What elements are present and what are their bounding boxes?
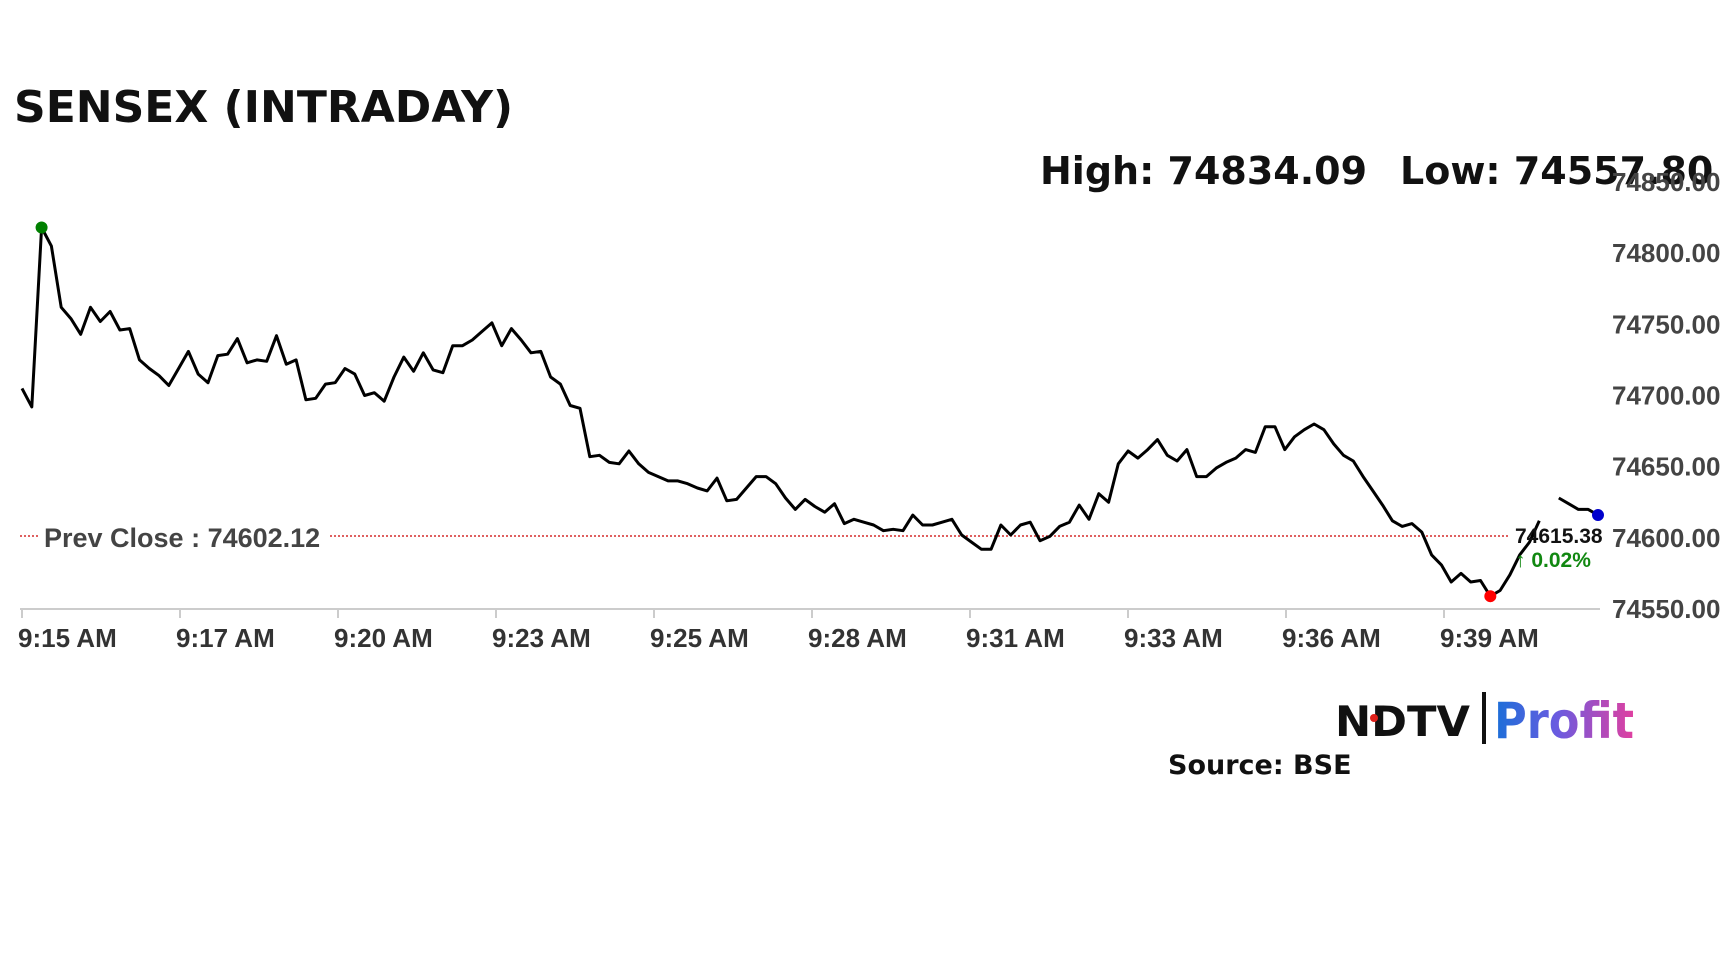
y-tick-label: 74600.00 <box>1612 523 1720 553</box>
y-tick-label: 74650.00 <box>1612 452 1720 482</box>
logo-divider <box>1482 692 1486 744</box>
y-axis: 74550.00 74600.00 74650.00 74700.00 74750.00… <box>1612 167 1720 624</box>
y-tick-label: 74750.00 <box>1612 309 1720 339</box>
x-tick-label: 9:36 AM <box>1282 623 1381 653</box>
x-tick-label: 9:25 AM <box>650 623 749 653</box>
ndtv-profit-logo: NDTV Profit <box>1335 692 1634 750</box>
ndtv-logo-dot <box>1370 714 1378 722</box>
x-tick-label: 9:20 AM <box>334 623 433 653</box>
last-marker <box>1592 509 1604 522</box>
change-label: ↑ 0.02% <box>1515 549 1591 572</box>
series-line <box>20 226 1599 598</box>
price-series <box>20 221 1604 603</box>
high-marker <box>35 221 48 234</box>
prev-close-label: Prev Close : 74602.12 <box>44 523 320 553</box>
chart-title: SENSEX (INTRADAY) <box>14 82 513 133</box>
y-tick-label: 74550.00 <box>1612 594 1720 624</box>
y-tick-label: 74700.00 <box>1612 381 1720 411</box>
x-axis: 9:15 AM 9:17 AM 9:20 AM 9:23 AM 9:25 AM 9:28 … <box>18 608 1600 653</box>
source-label: Source: BSE <box>1168 750 1352 781</box>
low-label: Low: 74557.80 <box>1400 149 1713 193</box>
profit-logo-text: Profit <box>1494 692 1634 750</box>
prev-close-line: Prev Close : 74602.12 <box>20 523 1508 553</box>
x-tick-label: 9:23 AM <box>492 623 591 653</box>
high-label: High: 74834.09 <box>1040 149 1367 193</box>
x-tick-label: 9:39 AM <box>1440 623 1539 653</box>
low-marker <box>1484 590 1497 603</box>
y-tick-label: 74850.00 <box>1612 167 1720 197</box>
x-tick-label: 9:17 AM <box>176 623 275 653</box>
last-value-label: 74615.38 <box>1515 525 1603 548</box>
x-tick-label: 9:31 AM <box>966 623 1065 653</box>
x-tick-label: 9:33 AM <box>1124 623 1223 653</box>
y-tick-label: 74800.00 <box>1612 238 1720 268</box>
x-tick-label: 9:28 AM <box>808 623 907 653</box>
ndtv-logo-text: NDTV <box>1335 697 1471 746</box>
x-tick-label: 9:15 AM <box>18 623 117 653</box>
